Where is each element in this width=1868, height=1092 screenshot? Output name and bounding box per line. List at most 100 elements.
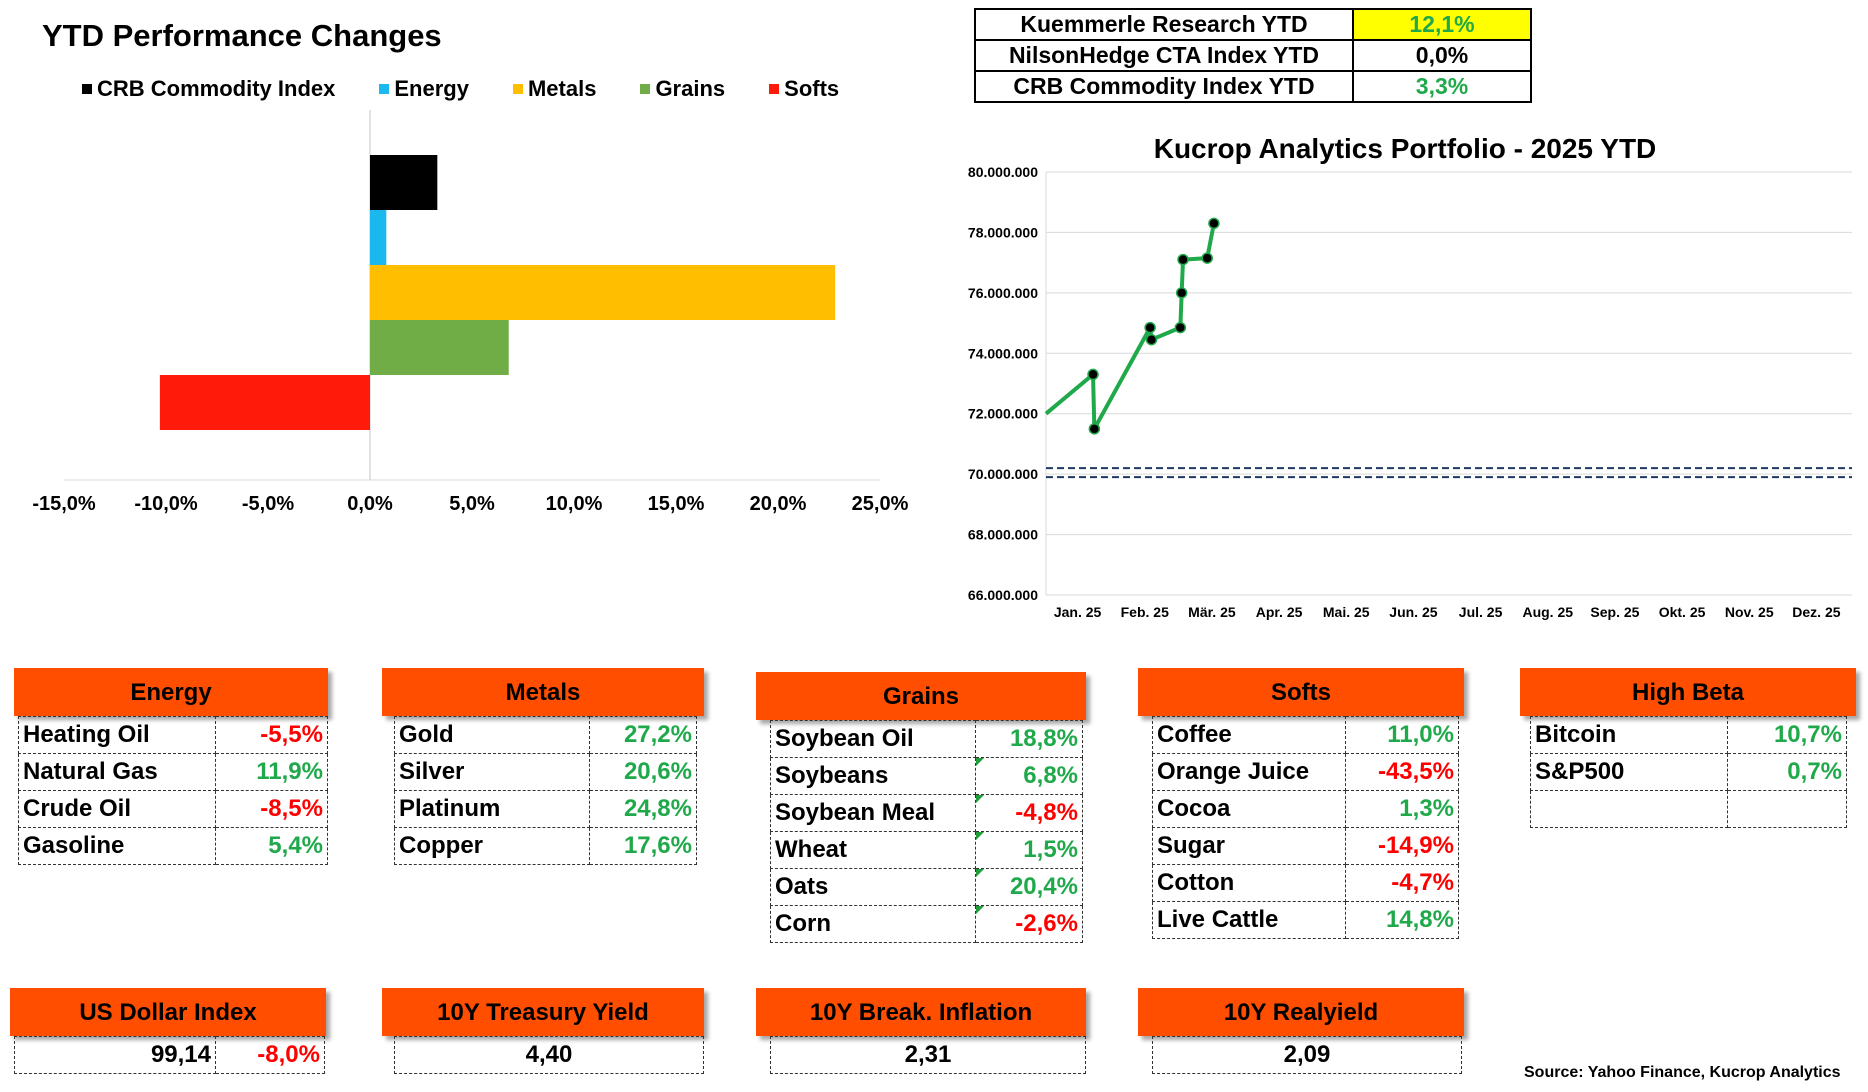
asset-name: Coffee (1152, 716, 1346, 754)
legend-item-crb: CRB Commodity Index (82, 76, 335, 102)
x-tick-label: Sep. 25 (1590, 604, 1639, 620)
asset-change: 20,6% (589, 753, 697, 791)
asset-change: 0,7% (1727, 753, 1847, 791)
realyield-table: 2,09 (1152, 1036, 1462, 1074)
metals-header: Metals (382, 668, 704, 716)
asset-name: Cotton (1152, 864, 1346, 902)
table-row: Crude Oil -8,5% (17, 790, 328, 828)
asset-name: Heating Oil (17, 716, 217, 754)
y-tick-label: 74.000.000 (968, 345, 1038, 361)
ytd-value: 0,0% (1352, 39, 1532, 72)
x-tick-label: -5,0% (242, 493, 294, 515)
data-point (1175, 287, 1188, 299)
table-row: Oats 20,4% (770, 868, 1083, 906)
asset-change: -43,5% (1345, 753, 1459, 791)
bar-metals (370, 265, 836, 320)
high-beta-header: High Beta (1520, 668, 1856, 716)
x-tick-label: Okt. 25 (1659, 604, 1706, 620)
bar-chart-legend: CRB Commodity Index Energy Metals Grains… (82, 74, 883, 104)
asset-name: Sugar (1152, 827, 1346, 865)
legend-swatch (379, 84, 390, 94)
asset-change: 17,6% (589, 827, 697, 865)
data-point (1208, 217, 1220, 230)
bar-chart-title: YTD Performance Changes (42, 18, 442, 53)
x-tick-label: Mai. 25 (1323, 604, 1370, 620)
table-row: Live Cattle 14,8% (1152, 901, 1459, 939)
x-tick-label: 10,0% (546, 493, 603, 515)
data-point (1088, 423, 1101, 435)
high-beta-table: Bitcoin 10,7% S&P500 0,7% (1530, 716, 1847, 828)
asset-change: 10,7% (1727, 716, 1847, 754)
asset-name: Copper (394, 827, 590, 865)
legend-label: Metals (527, 76, 597, 101)
table-row: Corn -2,6% (770, 905, 1083, 943)
asset-change: -4,7% (1345, 864, 1459, 902)
table-row: Heating Oil -5,5% (17, 716, 328, 754)
table-row: Wheat 1,5% (770, 831, 1083, 869)
asset-change: 18,8% (975, 720, 1083, 758)
breakeven-table: 2,31 (770, 1036, 1086, 1074)
table-row: 2,09 (1152, 1036, 1462, 1074)
table-row: Soybean Oil 18,8% (770, 720, 1083, 758)
asset-change: 1,5% (975, 831, 1083, 869)
metals-panel: Metals Gold 27,2% Silver 20,6% Platinum 24,… (382, 668, 704, 865)
asset-name: Orange Juice (1152, 753, 1346, 791)
y-tick-label: 66.000.000 (968, 587, 1038, 603)
legend-label: Softs (784, 76, 840, 101)
legend-label: Grains (655, 76, 726, 101)
table-row: Sugar -14,9% (1152, 827, 1459, 865)
treasury-panel: 10Y Treasury Yield 4,40 (382, 988, 704, 1074)
asset-change: 14,8% (1345, 901, 1459, 939)
bar-softs (159, 375, 370, 430)
metals-table: Gold 27,2% Silver 20,6% Platinum 24,8% Copp… (394, 716, 697, 865)
x-tick-label: 25,0% (852, 493, 909, 515)
data-point (1174, 321, 1187, 334)
table-row: 99,14 -8,0% (14, 1036, 325, 1074)
grains-table: Soybean Oil 18,8% Soybeans 6,8% Soybean Me… (770, 720, 1083, 943)
x-tick-label: 5,0% (449, 493, 495, 515)
x-tick-label: Mär. 25 (1188, 604, 1236, 620)
indicator-level: 2,09 (1152, 1036, 1462, 1074)
table-row: Natural Gas 11,9% (17, 753, 328, 791)
us-dollar-header: US Dollar Index (10, 988, 326, 1036)
legend-swatch (640, 84, 651, 94)
grains-header: Grains (756, 672, 1086, 720)
asset-name: Corn (770, 905, 976, 943)
treasury-table: 4,40 (394, 1036, 704, 1074)
portfolio-series-line (1044, 222, 1216, 431)
x-tick-label: Jan. 25 (1054, 604, 1102, 620)
ytd-value: 3,3% (1352, 70, 1532, 103)
indicator-level: 2,31 (770, 1036, 1086, 1074)
y-tick-label: 70.000.000 (968, 466, 1038, 482)
asset-change: -2,6% (975, 905, 1083, 943)
breakeven-panel: 10Y Break. Inflation 2,31 (756, 988, 1086, 1074)
treasury-header: 10Y Treasury Yield (382, 988, 704, 1036)
asset-change: -8,5% (215, 790, 328, 828)
asset-name: Cocoa (1152, 790, 1346, 828)
x-tick-label: 0,0% (347, 493, 393, 515)
table-row: CRB Commodity Index YTD 3,3% (974, 70, 1532, 103)
realyield-panel: 10Y Realyield 2,09 (1138, 988, 1464, 1074)
asset-name: Crude Oil (17, 790, 217, 828)
ytd-value: 12,1% (1352, 8, 1532, 41)
table-row: Kuemmerle Research YTD 12,1% (974, 8, 1532, 41)
legend-swatch (512, 84, 523, 94)
softs-table: Coffee 11,0% Orange Juice -43,5% Cocoa 1,3%… (1152, 716, 1459, 939)
asset-change: -14,9% (1345, 827, 1459, 865)
asset-change: 27,2% (589, 716, 697, 754)
asset-name: Gold (394, 716, 590, 754)
table-row: NilsonHedge CTA Index YTD 0,0% (974, 39, 1532, 72)
asset-change: 11,9% (215, 753, 328, 791)
x-tick-label: Jun. 25 (1389, 604, 1437, 620)
y-tick-label: 80.000.000 (968, 164, 1038, 180)
legend-label: Energy (394, 76, 469, 101)
asset-name (1530, 790, 1728, 828)
ytd-label: CRB Commodity Index YTD (974, 70, 1354, 103)
us-dollar-panel: US Dollar Index 99,14 -8,0% (10, 988, 326, 1074)
bar-crb-commodity-index (370, 155, 438, 210)
asset-name: Silver (394, 753, 590, 791)
asset-name: Soybean Oil (770, 720, 976, 758)
asset-name: Gasoline (17, 827, 217, 865)
data-point (1177, 253, 1189, 266)
realyield-header: 10Y Realyield (1138, 988, 1464, 1036)
